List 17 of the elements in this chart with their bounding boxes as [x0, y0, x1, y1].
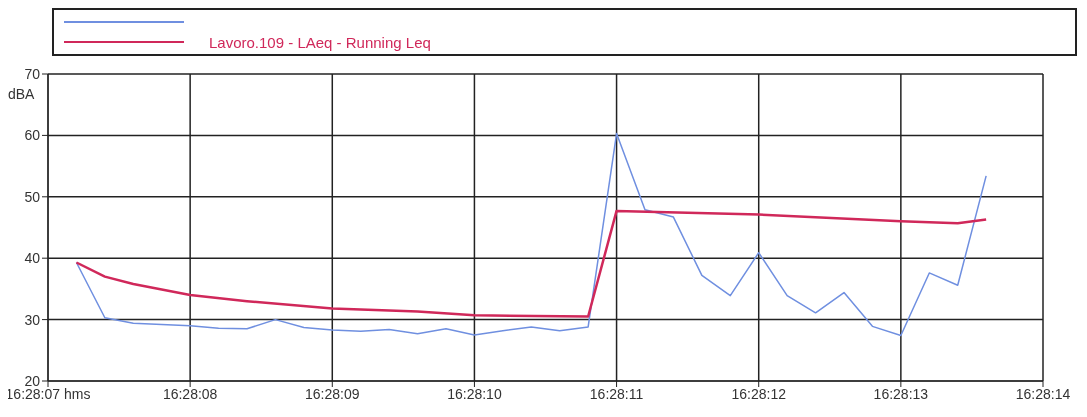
x-tick-label: 16:28:14 — [1015, 385, 1071, 402]
x-tick-label: 16:28:11 — [589, 385, 644, 402]
x-tick-label: 16:28:12 — [731, 385, 787, 402]
y-tick-label: 30 — [24, 311, 41, 328]
x-tick-label: 16:28:13 — [873, 385, 929, 402]
x-tick-label: 16:28:08 — [162, 385, 218, 402]
y-tick-label: 20 — [24, 372, 41, 389]
line-series — [75, 209, 988, 318]
y-tick-label: 40 — [24, 250, 41, 267]
y-axis-title: dBA — [8, 86, 35, 102]
x-tick-label: 16:28:09 — [305, 385, 360, 402]
y-tick-label: 70 — [24, 65, 41, 82]
text: Lavoro.109 - LAeq - Running Leq — [209, 33, 431, 51]
y-tick-label: 50 — [24, 188, 41, 205]
x-tick-label: 16:28:10 — [447, 385, 502, 402]
y-tick-label: 60 — [24, 127, 41, 144]
line-series — [75, 132, 987, 337]
